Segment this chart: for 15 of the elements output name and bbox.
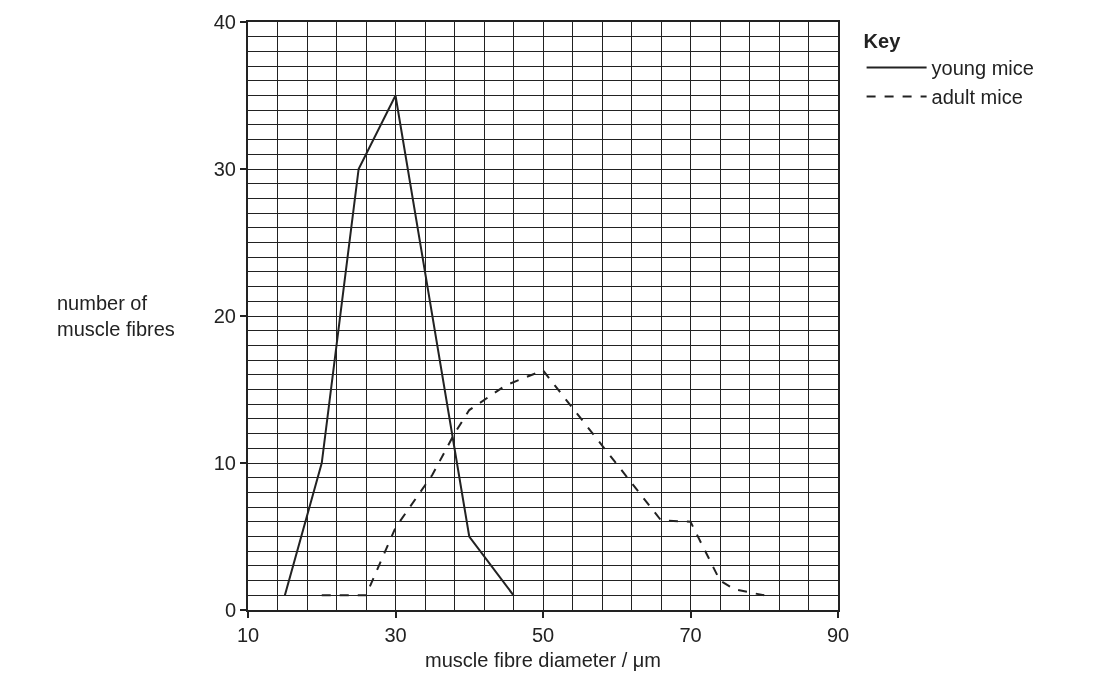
legend-label: young mice [931, 57, 1034, 80]
x-tick-label: 30 [384, 624, 407, 646]
x-tick-label: 90 [826, 624, 850, 646]
x-tick-label: 10 [236, 624, 260, 646]
x-tick-label: 50 [531, 624, 555, 646]
legend-title: Key [863, 30, 902, 52]
x-tick-label: 70 [679, 624, 702, 646]
y-tick-label: 20 [213, 305, 236, 327]
y-axis-title: number of muscle fibres [57, 292, 175, 340]
y-tick-label: 40 [213, 11, 236, 33]
x-axis-title: muscle fibre diameter / μm [424, 649, 662, 671]
y-tick-label: 30 [213, 158, 236, 180]
y-tick-label: 10 [213, 452, 236, 474]
legend-label: adult mice [931, 86, 1023, 109]
y-tick-label: 0 [224, 599, 236, 621]
